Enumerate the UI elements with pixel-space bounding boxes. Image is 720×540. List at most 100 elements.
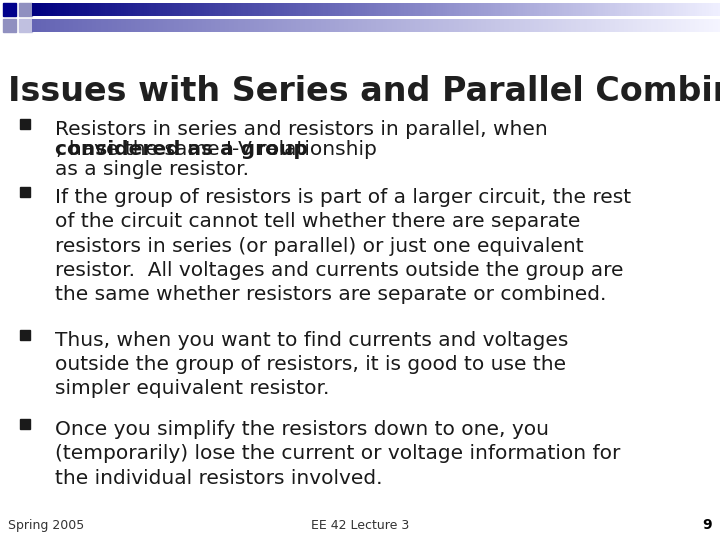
Bar (552, 19, 555, 32)
Bar (573, 19, 576, 32)
Bar (279, 3, 282, 16)
Bar (170, 3, 172, 16)
Bar (626, 19, 629, 32)
Bar (328, 3, 330, 16)
Bar (718, 3, 720, 16)
Bar (647, 19, 649, 32)
Bar (261, 19, 264, 32)
Bar (170, 19, 172, 32)
Bar (62, 19, 65, 32)
Bar (346, 3, 349, 16)
Bar (204, 3, 207, 16)
Bar (426, 19, 429, 32)
Bar (546, 19, 549, 32)
Bar (289, 19, 292, 32)
Bar (693, 19, 696, 32)
Bar (575, 19, 578, 32)
Bar (667, 19, 670, 32)
Bar (658, 19, 661, 32)
Bar (305, 3, 307, 16)
Bar (418, 3, 420, 16)
Bar (259, 19, 262, 32)
Bar (428, 3, 431, 16)
Bar (266, 3, 269, 16)
Bar (532, 19, 535, 32)
Bar (330, 19, 333, 32)
Bar (451, 3, 454, 16)
Bar (91, 19, 94, 32)
Bar (635, 19, 638, 32)
Bar (310, 3, 312, 16)
Bar (158, 19, 161, 32)
Bar (229, 19, 232, 32)
Bar (356, 3, 358, 16)
Bar (186, 3, 189, 16)
Bar (594, 19, 597, 32)
Bar (279, 19, 282, 32)
Bar (685, 19, 688, 32)
Bar (573, 3, 576, 16)
Bar (87, 19, 90, 32)
Bar (557, 3, 560, 16)
Bar (291, 3, 294, 16)
Bar (392, 19, 395, 32)
Bar (518, 19, 521, 32)
Bar (660, 19, 663, 32)
Bar (401, 3, 404, 16)
Bar (222, 3, 225, 16)
Bar (674, 3, 677, 16)
Bar (163, 3, 166, 16)
Bar (642, 3, 645, 16)
Bar (217, 3, 220, 16)
Bar (307, 19, 310, 32)
Bar (328, 19, 330, 32)
Bar (53, 3, 55, 16)
Bar (133, 19, 135, 32)
Bar (662, 3, 665, 16)
Bar (629, 19, 631, 32)
Bar (50, 19, 53, 32)
Bar (234, 19, 237, 32)
Bar (410, 3, 413, 16)
Bar (64, 19, 67, 32)
Bar (96, 3, 99, 16)
Bar (465, 19, 468, 32)
Bar (482, 3, 485, 16)
Bar (66, 19, 69, 32)
Bar (337, 3, 340, 16)
Bar (509, 19, 512, 32)
Bar (640, 19, 642, 32)
Bar (539, 3, 541, 16)
Bar (598, 3, 601, 16)
Bar (470, 3, 473, 16)
Bar (46, 19, 48, 32)
Bar (633, 3, 636, 16)
Bar (43, 3, 46, 16)
Bar (456, 3, 459, 16)
Bar (635, 3, 638, 16)
Bar (188, 19, 191, 32)
Bar (598, 19, 601, 32)
Bar (321, 19, 324, 32)
Bar (642, 19, 645, 32)
Bar (488, 19, 491, 32)
Bar (397, 3, 400, 16)
Bar (672, 19, 675, 32)
Text: considered as a group: considered as a group (55, 140, 308, 159)
Bar (449, 3, 452, 16)
Bar (254, 19, 257, 32)
Bar (202, 3, 204, 16)
Bar (114, 19, 117, 32)
Bar (564, 19, 567, 32)
Bar (3, 3, 16, 16)
Bar (351, 3, 354, 16)
Bar (406, 3, 409, 16)
Bar (676, 19, 679, 32)
Bar (587, 19, 590, 32)
Bar (250, 19, 253, 32)
Bar (555, 3, 558, 16)
Bar (53, 19, 55, 32)
Bar (585, 3, 588, 16)
Bar (41, 3, 44, 16)
Bar (571, 19, 574, 32)
